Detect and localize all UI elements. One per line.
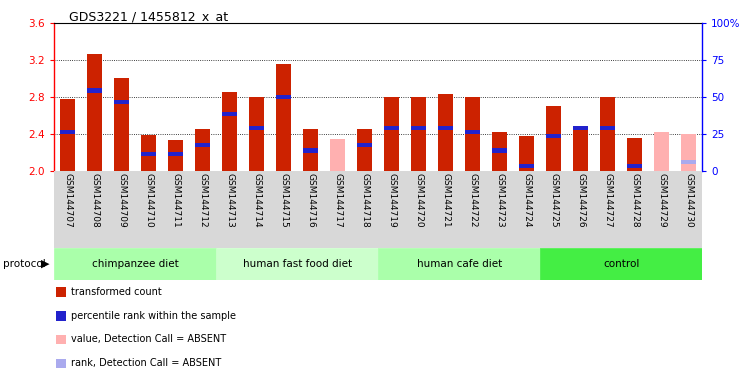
- Bar: [303, 149, 318, 152]
- Text: GSM144727: GSM144727: [603, 173, 612, 228]
- Bar: [492, 149, 507, 152]
- Bar: [168, 141, 183, 171]
- Text: GSM144719: GSM144719: [387, 173, 396, 228]
- Text: GSM144717: GSM144717: [333, 173, 342, 228]
- Bar: [249, 126, 264, 131]
- Bar: [60, 130, 75, 134]
- Text: human fast food diet: human fast food diet: [243, 259, 351, 269]
- Bar: [379, 248, 540, 280]
- Bar: [276, 64, 291, 171]
- Text: GSM144712: GSM144712: [198, 173, 207, 228]
- Bar: [141, 135, 156, 171]
- Bar: [385, 97, 399, 171]
- Bar: [573, 127, 588, 171]
- Bar: [627, 137, 642, 171]
- Text: GSM144728: GSM144728: [630, 173, 639, 228]
- Text: GSM144711: GSM144711: [171, 173, 180, 228]
- Bar: [216, 248, 379, 280]
- Text: ▶: ▶: [41, 259, 49, 269]
- Bar: [195, 143, 210, 147]
- Bar: [114, 78, 129, 171]
- Bar: [357, 143, 372, 147]
- Text: rank, Detection Call = ABSENT: rank, Detection Call = ABSENT: [71, 358, 221, 368]
- Bar: [546, 106, 561, 171]
- Bar: [195, 129, 210, 171]
- Bar: [627, 164, 642, 168]
- Text: GSM144718: GSM144718: [360, 173, 369, 228]
- Text: control: control: [603, 259, 639, 269]
- Text: percentile rank within the sample: percentile rank within the sample: [71, 311, 236, 321]
- Text: GSM144715: GSM144715: [279, 173, 288, 228]
- Text: value, Detection Call = ABSENT: value, Detection Call = ABSENT: [71, 334, 226, 344]
- Bar: [412, 126, 426, 131]
- Bar: [519, 136, 534, 171]
- Bar: [439, 126, 453, 131]
- Bar: [222, 111, 237, 116]
- Bar: [412, 97, 426, 171]
- Bar: [540, 248, 702, 280]
- Bar: [168, 152, 183, 156]
- Bar: [465, 130, 480, 134]
- Text: GSM144726: GSM144726: [576, 173, 585, 228]
- Bar: [222, 92, 237, 171]
- Text: GSM144725: GSM144725: [549, 173, 558, 228]
- Text: GDS3221 / 1455812_x_at: GDS3221 / 1455812_x_at: [69, 10, 228, 23]
- Text: GSM144713: GSM144713: [225, 173, 234, 228]
- Bar: [600, 126, 615, 131]
- Bar: [141, 152, 156, 156]
- Bar: [330, 139, 345, 171]
- Text: GSM144716: GSM144716: [306, 173, 315, 228]
- Text: GSM144709: GSM144709: [117, 173, 126, 228]
- Bar: [87, 88, 102, 93]
- Bar: [303, 129, 318, 171]
- Bar: [681, 160, 696, 164]
- Bar: [54, 248, 216, 280]
- Bar: [573, 126, 588, 131]
- Bar: [385, 126, 399, 131]
- Text: GSM144720: GSM144720: [414, 173, 423, 228]
- Text: GSM144730: GSM144730: [684, 173, 693, 228]
- Text: GSM144729: GSM144729: [657, 173, 666, 228]
- Bar: [439, 94, 453, 171]
- Bar: [519, 164, 534, 168]
- Bar: [114, 99, 129, 104]
- Text: GSM144722: GSM144722: [468, 173, 477, 228]
- Bar: [546, 134, 561, 138]
- Text: GSM144721: GSM144721: [441, 173, 450, 228]
- Bar: [492, 132, 507, 171]
- Text: GSM144708: GSM144708: [90, 173, 99, 228]
- Bar: [465, 97, 480, 171]
- Text: GSM144707: GSM144707: [63, 173, 72, 228]
- Bar: [249, 97, 264, 171]
- Bar: [600, 97, 615, 171]
- Bar: [681, 134, 696, 171]
- Text: GSM144714: GSM144714: [252, 173, 261, 228]
- Text: human cafe diet: human cafe diet: [417, 259, 502, 269]
- Bar: [276, 95, 291, 99]
- Text: chimpanzee diet: chimpanzee diet: [92, 259, 179, 269]
- Text: GSM144723: GSM144723: [495, 173, 504, 228]
- Bar: [87, 53, 102, 171]
- Text: protocol: protocol: [3, 259, 46, 269]
- Text: GSM144710: GSM144710: [144, 173, 153, 228]
- Bar: [60, 99, 75, 171]
- Text: transformed count: transformed count: [71, 287, 161, 297]
- Bar: [357, 129, 372, 171]
- Text: GSM144724: GSM144724: [522, 173, 531, 228]
- Bar: [654, 132, 669, 171]
